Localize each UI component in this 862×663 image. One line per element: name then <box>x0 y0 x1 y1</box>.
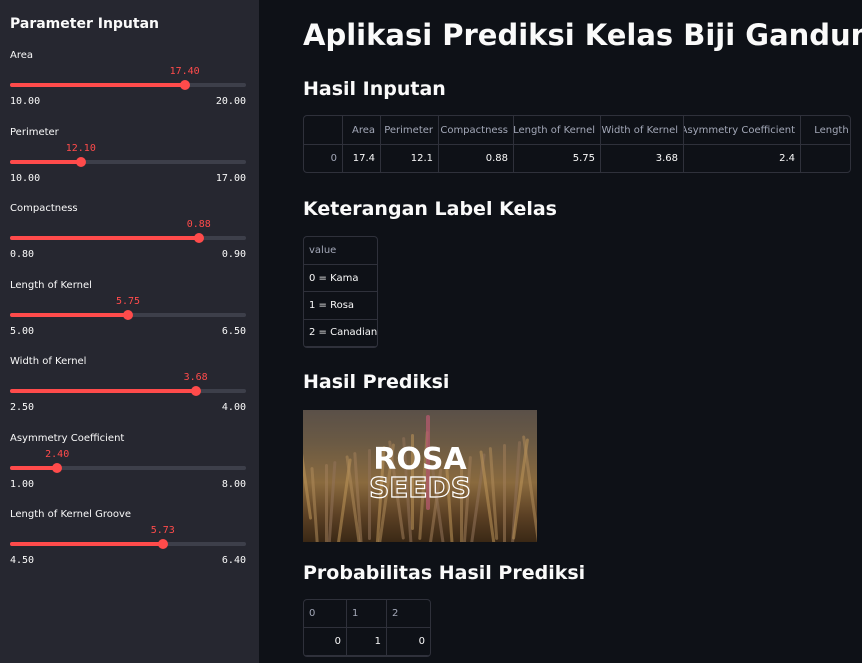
table-cell: 3.68 <box>601 145 684 172</box>
prediction-image: ROSA SEEDS <box>303 410 537 542</box>
column-header: Compactness <box>439 116 514 145</box>
table-cell: 12.1 <box>381 145 439 172</box>
slider-label: Length of Kernel <box>10 279 92 291</box>
slider-max: 0.90 <box>221 249 246 260</box>
column-header: 0 <box>304 600 347 628</box>
column-header: Length of Kernel <box>514 116 601 145</box>
image-text: ROSA <box>373 442 467 477</box>
index-header <box>304 116 343 145</box>
wheat-stalk <box>460 459 463 542</box>
slider-thumb[interactable] <box>75 156 86 167</box>
slider-value: 5.75 <box>115 295 141 307</box>
slider-min: 10.00 <box>10 172 41 184</box>
slider-label: Area <box>10 50 34 61</box>
table-cell: 1 <box>347 628 387 656</box>
section-heading: Hasil Inputan <box>303 78 446 100</box>
table-cell: 0 = Kama <box>304 265 377 293</box>
wheat-stalk <box>368 449 371 540</box>
sidebar-title: Parameter Inputan <box>10 16 160 32</box>
wheat-stalk <box>426 415 430 510</box>
slider-label: Asymmetry Coefficient <box>10 432 125 444</box>
slider-label: Width of Kernel <box>10 356 87 367</box>
row-index: 0 <box>304 145 343 172</box>
slider-fill <box>10 389 196 393</box>
slider-track <box>10 159 246 164</box>
page-title: Aplikasi Prediksi Kelas Biji Gandum <box>303 18 862 52</box>
table-cell: 0.88 <box>439 145 514 172</box>
slider-fill <box>10 159 81 164</box>
slider-label: Perimeter <box>10 126 59 138</box>
column-header: Length o <box>801 116 850 145</box>
column-header: 1 <box>347 600 387 628</box>
slider-value: 3.68 <box>183 372 208 383</box>
column-header: Area <box>343 116 381 145</box>
slider-thumb[interactable] <box>52 462 63 473</box>
slider-max: 20.00 <box>215 96 246 107</box>
slider-min: 0.80 <box>10 249 35 260</box>
slider-value: 0.88 <box>186 219 211 230</box>
slider-value: 12.10 <box>65 142 96 154</box>
table-cell: 0 <box>304 628 347 656</box>
wheat-stalk <box>503 444 506 542</box>
slider-min: 4.50 <box>10 555 35 566</box>
slider-min: 1.00 <box>10 478 35 490</box>
section-heading: Keterangan Label Kelas <box>303 198 557 220</box>
slider-value: 17.40 <box>169 66 200 77</box>
data-table: Area Perimeter Compactness Length of Kernel… <box>303 115 851 173</box>
section-heading: Probabilitas Hasil Prediksi <box>303 562 586 584</box>
slider-thumb[interactable] <box>179 80 190 90</box>
image-text: SEEDS <box>368 470 471 504</box>
slider-fill <box>10 83 185 87</box>
slider-max: 8.00 <box>221 478 246 490</box>
slider-max: 6.40 <box>221 555 246 566</box>
slider-label: Length of Kernel Groove <box>10 509 132 520</box>
slider-max: 4.00 <box>221 402 246 413</box>
slider-fill <box>10 465 58 470</box>
column-header: value <box>304 237 377 265</box>
slider-max: 6.50 <box>221 325 246 337</box>
slider-value: 5.73 <box>150 525 175 536</box>
table-cell: 17.4 <box>343 145 381 172</box>
slider-min: 2.50 <box>10 402 35 413</box>
column-header: Width of Kernel <box>601 116 684 145</box>
slider-thumb[interactable] <box>157 539 168 549</box>
slider-track <box>10 465 246 470</box>
slider-thumb[interactable] <box>193 233 204 243</box>
slider-value: 2.40 <box>45 448 70 460</box>
slider-fill <box>10 312 128 317</box>
table-cell: 2.4 <box>684 145 801 172</box>
column-header: Asymmetry Coefficient <box>684 116 801 145</box>
column-header: Perimeter <box>381 116 439 145</box>
label-table: value 0 = Kama 1 = Rosa 2 = Canadian <box>303 236 378 348</box>
table-cell: 0 <box>387 628 430 656</box>
slider-thumb[interactable] <box>123 309 133 320</box>
slider-thumb[interactable] <box>190 386 201 396</box>
slider-min: 5.00 <box>10 325 35 337</box>
slider-min: 10.00 <box>10 96 41 107</box>
column-header: 2 <box>387 600 430 628</box>
wheat-stalk <box>325 464 328 542</box>
slider-fill <box>10 236 199 240</box>
slider-max: 17.00 <box>215 172 246 184</box>
table-cell: 1 = Rosa <box>304 292 377 320</box>
slider-label: Compactness <box>10 203 78 214</box>
section-heading: Hasil Prediksi <box>303 371 450 393</box>
sidebar: Parameter Inputan Area 17.40 10.00 20.00 Per… <box>0 0 259 663</box>
table-cell: 2 = Canadian <box>304 320 377 347</box>
table-cell: 5.75 <box>514 145 601 172</box>
slider-fill <box>10 542 163 546</box>
wheat-stalk <box>411 434 414 530</box>
